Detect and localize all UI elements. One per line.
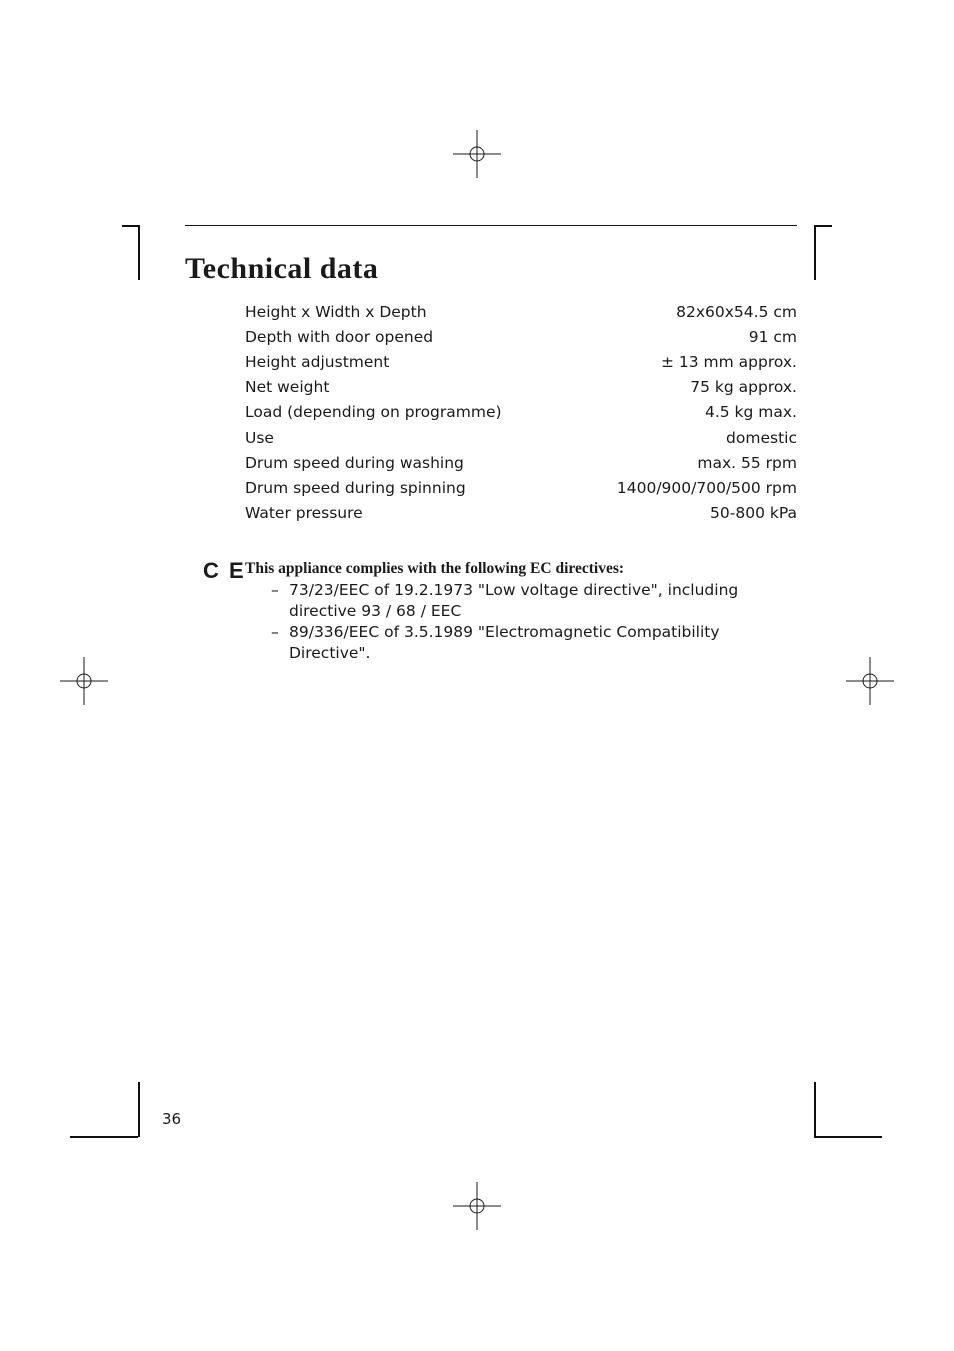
spec-label: Depth with door opened: [245, 325, 433, 350]
frame-corner: [814, 1136, 882, 1138]
directive-item: 89/336/EEC of 3.5.1989 "Electromagnetic …: [271, 622, 797, 664]
specs-table: Height x Width x Depth 82x60x54.5 cm Dep…: [245, 300, 797, 526]
directive-item: 73/23/EEC of 19.2.1973 "Low voltage dire…: [271, 580, 797, 622]
spec-row: Drum speed during washing max. 55 rpm: [245, 451, 797, 476]
spec-row: Height x Width x Depth 82x60x54.5 cm: [245, 300, 797, 325]
frame-corner: [138, 1082, 140, 1137]
spec-row: Water pressure 50-800 kPa: [245, 501, 797, 526]
page-number: 36: [162, 1110, 181, 1128]
spec-value: 50-800 kPa: [710, 501, 797, 526]
spec-label: Height adjustment: [245, 350, 389, 375]
spec-label: Water pressure: [245, 501, 363, 526]
compliance-heading: This appliance complies with the followi…: [245, 560, 624, 577]
cropmark-bottom: [453, 1182, 501, 1230]
spec-row: Load (depending on programme) 4.5 kg max…: [245, 400, 797, 425]
spec-row: Depth with door opened 91 cm: [245, 325, 797, 350]
spec-value: ± 13 mm approx.: [661, 350, 797, 375]
spec-label: Use: [245, 426, 274, 451]
spec-value: 91 cm: [749, 325, 797, 350]
spec-label: Drum speed during spinning: [245, 476, 466, 501]
spec-label: Net weight: [245, 375, 329, 400]
spec-value: 4.5 kg max.: [705, 400, 797, 425]
frame-corner: [138, 225, 140, 280]
frame-corner: [814, 225, 816, 280]
spec-row: Height adjustment ± 13 mm approx.: [245, 350, 797, 375]
compliance-block: C E This appliance complies with the fol…: [245, 558, 797, 664]
spec-row: Drum speed during spinning 1400/900/700/…: [245, 476, 797, 501]
cropmark-top: [453, 130, 501, 178]
spec-label: Drum speed during washing: [245, 451, 464, 476]
page-title: Technical data: [185, 252, 797, 286]
cropmark-right: [846, 657, 894, 705]
spec-value: 1400/900/700/500 rpm: [617, 476, 797, 501]
frame-corner: [814, 1082, 816, 1137]
ce-mark-icon: C E: [203, 556, 246, 586]
cropmark-left: [60, 657, 108, 705]
frame-corner: [70, 1136, 138, 1138]
spec-row: Net weight 75 kg approx.: [245, 375, 797, 400]
directive-list: 73/23/EEC of 19.2.1973 "Low voltage dire…: [245, 580, 797, 664]
frame-corner: [814, 225, 832, 227]
page-content-frame: Technical data Height x Width x Depth 82…: [185, 225, 797, 664]
spec-row: Use domestic: [245, 426, 797, 451]
spec-label: Load (depending on programme): [245, 400, 502, 425]
spec-value: 75 kg approx.: [690, 375, 797, 400]
spec-value: max. 55 rpm: [697, 451, 797, 476]
spec-value: 82x60x54.5 cm: [676, 300, 797, 325]
spec-label: Height x Width x Depth: [245, 300, 427, 325]
spec-value: domestic: [726, 426, 797, 451]
